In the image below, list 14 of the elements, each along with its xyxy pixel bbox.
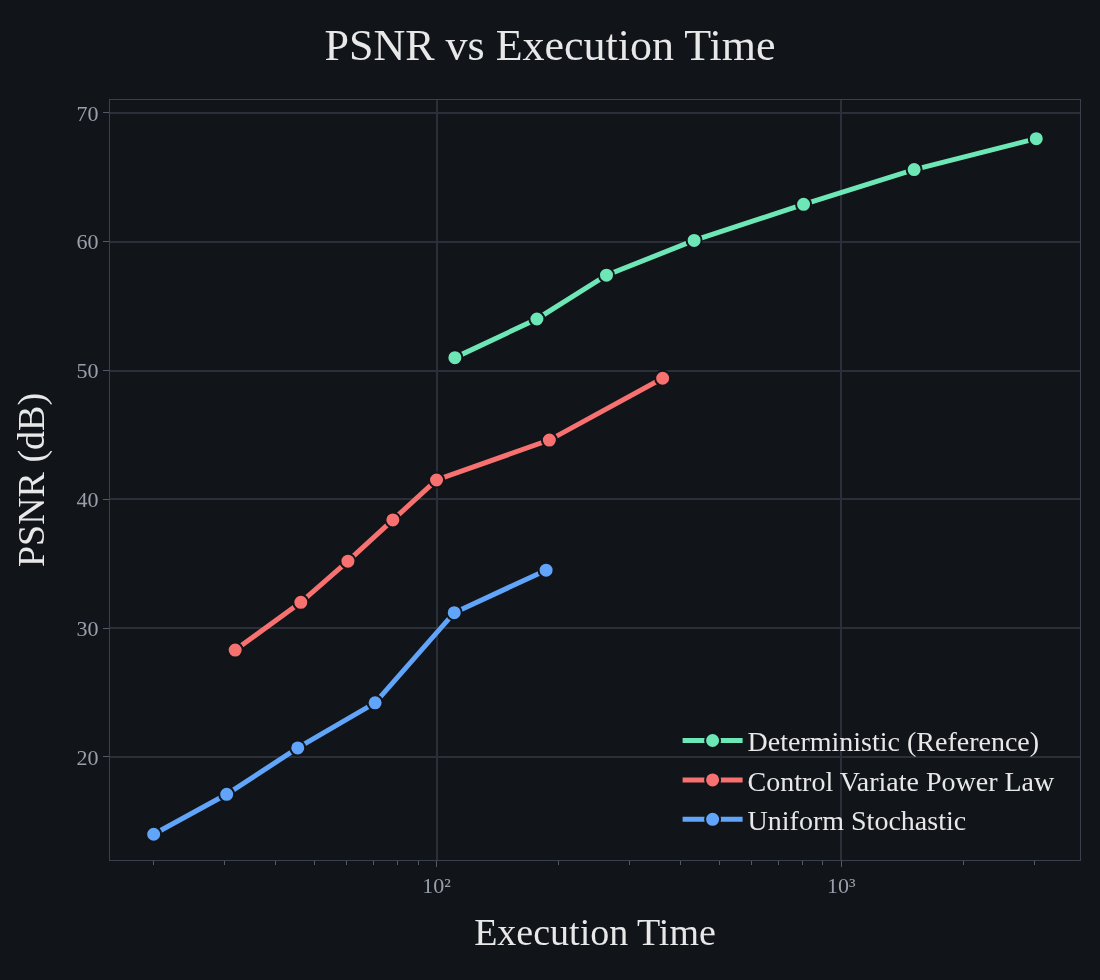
x-tick-label: 10² — [422, 873, 452, 899]
y-tick-label: 30 — [76, 615, 99, 641]
chart-title: PSNR vs Execution Time — [324, 21, 776, 71]
x-axis-title: Execution Time — [474, 910, 716, 953]
y-axis-title: PSNR (dB) — [9, 392, 53, 568]
legend-label: Deterministic (Reference) — [747, 726, 1040, 758]
y-tick-label: 40 — [76, 487, 99, 513]
legend-label: Uniform Stochastic — [747, 805, 967, 837]
y-tick-label: 60 — [76, 229, 99, 255]
y-tick-label: 70 — [76, 100, 99, 126]
x-tick-label: 10³ — [826, 873, 856, 899]
legend-label: Control Variate Power Law — [747, 765, 1056, 797]
y-tick-label: 50 — [76, 358, 99, 384]
y-tick-label: 20 — [76, 744, 99, 770]
